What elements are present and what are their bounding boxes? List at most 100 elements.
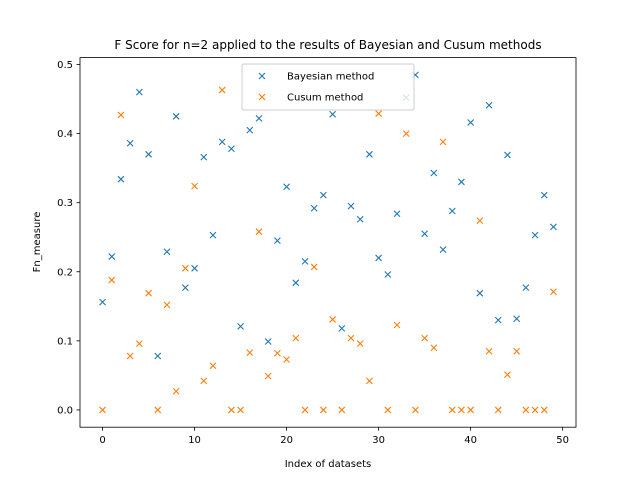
data-point <box>310 204 318 212</box>
series-bayesian <box>99 71 557 360</box>
data-point <box>375 254 383 262</box>
x-tick-label: 40 <box>464 435 477 446</box>
data-point <box>467 119 475 126</box>
data-point <box>200 153 208 161</box>
y-tick-label: 0.4 <box>57 129 73 140</box>
data-point <box>227 145 235 153</box>
x-axis-title: Index of datasets <box>285 459 372 470</box>
data-point <box>550 288 557 296</box>
data-point <box>108 253 116 260</box>
y-tick-label: 0.0 <box>57 405 73 416</box>
legend-label: Bayesian method <box>287 72 374 83</box>
data-point <box>531 406 539 414</box>
data-point <box>338 406 346 414</box>
data-point <box>172 112 180 120</box>
data-point <box>458 406 465 414</box>
data-point <box>117 175 125 183</box>
data-point <box>135 340 143 347</box>
data-point <box>421 230 429 238</box>
data-point <box>209 362 217 370</box>
x-axis: 0 10 20 30 40 50 <box>99 427 569 446</box>
data-point <box>504 371 511 379</box>
data-point <box>384 271 392 278</box>
data-point <box>513 347 521 355</box>
data-point <box>218 138 226 146</box>
data-point <box>191 264 198 272</box>
legend-box <box>241 63 415 111</box>
data-point <box>145 289 152 297</box>
x-tick-label: 50 <box>556 435 569 446</box>
data-point <box>154 406 162 414</box>
data-point <box>522 406 530 414</box>
data-point <box>504 151 511 159</box>
data-point <box>384 406 392 414</box>
data-point <box>393 210 401 218</box>
data-point <box>356 215 364 223</box>
data-point <box>200 377 208 385</box>
data-point <box>301 258 309 265</box>
data-point <box>494 316 502 324</box>
data-point <box>393 321 401 329</box>
data-point <box>439 246 447 254</box>
data-point <box>439 138 447 146</box>
data-point <box>310 263 318 271</box>
data-point <box>283 183 290 191</box>
data-point <box>255 228 263 236</box>
legend: Bayesian method Cusum method <box>241 63 415 111</box>
data-point <box>448 207 456 215</box>
data-point <box>421 334 429 342</box>
y-tick-label: 0.2 <box>57 267 73 278</box>
data-point <box>320 191 327 199</box>
data-point <box>356 340 364 347</box>
data-point <box>218 86 226 94</box>
data-point <box>191 182 198 190</box>
y-axis-title: Fn_measure <box>32 212 43 273</box>
data-point <box>301 406 309 414</box>
data-point <box>246 349 254 356</box>
data-point <box>448 406 456 414</box>
data-point <box>237 322 244 330</box>
data-point <box>430 344 438 352</box>
data-point <box>264 338 272 345</box>
data-point <box>540 191 548 199</box>
legend-label: Cusum method <box>287 93 363 104</box>
data-point <box>320 406 327 414</box>
data-point <box>292 279 300 287</box>
data-point <box>347 334 355 342</box>
data-point <box>540 406 548 414</box>
chart-title: F Score for n=2 applied to the results o… <box>114 38 541 52</box>
data-point <box>135 88 143 96</box>
data-point <box>181 264 189 272</box>
data-point <box>402 130 410 137</box>
data-point <box>513 315 521 323</box>
data-point <box>273 237 281 245</box>
data-point <box>99 298 106 306</box>
data-point <box>172 387 180 395</box>
data-point <box>467 406 475 414</box>
data-point <box>209 231 217 239</box>
data-point <box>246 126 254 134</box>
x-tick-label: 10 <box>188 435 201 446</box>
data-point <box>126 139 134 147</box>
data-point <box>108 276 116 284</box>
data-point <box>99 406 106 414</box>
data-point <box>329 110 336 118</box>
data-point <box>430 169 438 177</box>
data-point <box>485 347 493 355</box>
y-tick-label: 0.3 <box>57 198 73 209</box>
data-point <box>264 372 272 380</box>
data-point <box>255 115 263 122</box>
y-tick-label: 0.5 <box>57 60 73 71</box>
legend-marker <box>258 72 266 80</box>
data-point <box>476 217 484 225</box>
data-point <box>550 223 557 231</box>
data-point <box>126 352 134 360</box>
data-point <box>494 406 502 414</box>
data-point <box>181 284 189 292</box>
data-point <box>145 150 152 158</box>
y-axis: 0.0 0.1 0.2 0.3 0.4 0.5 <box>57 60 80 416</box>
x-tick-label: 30 <box>372 435 385 446</box>
data-point <box>163 248 171 256</box>
data-point <box>283 356 290 363</box>
